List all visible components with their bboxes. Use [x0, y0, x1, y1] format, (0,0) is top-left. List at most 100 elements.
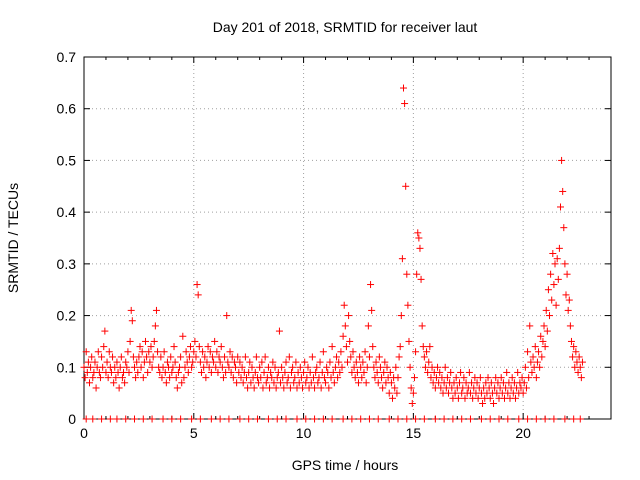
data-point [370, 363, 378, 371]
data-point [83, 368, 91, 376]
data-point [151, 322, 159, 330]
data-point [217, 343, 225, 351]
data-point [354, 379, 362, 387]
data-point [578, 358, 586, 366]
data-point [379, 384, 387, 392]
data-point [391, 384, 399, 392]
data-point [425, 358, 433, 366]
data-point [293, 415, 301, 423]
data-point [566, 322, 574, 330]
data-point [311, 415, 319, 423]
data-point [339, 415, 347, 423]
data-point [423, 348, 431, 356]
data-point [417, 275, 425, 283]
data-point [138, 348, 146, 356]
data-point [552, 301, 560, 309]
data-point [466, 415, 474, 423]
data-point [351, 374, 359, 382]
data-point [416, 244, 424, 252]
data-point [154, 348, 162, 356]
data-point [374, 415, 382, 423]
data-point [288, 368, 296, 376]
data-point [415, 234, 423, 242]
data-point [135, 353, 143, 361]
data-point [211, 337, 219, 345]
data-point [424, 368, 432, 376]
data-point [95, 368, 103, 376]
data-point [323, 363, 331, 371]
data-point [317, 384, 325, 392]
data-point [196, 358, 204, 366]
data-point [170, 343, 178, 351]
data-point [127, 306, 135, 314]
data-point [264, 415, 272, 423]
data-point [301, 358, 309, 366]
data-point [546, 312, 554, 320]
data-point [393, 389, 401, 397]
data-point [392, 363, 400, 371]
data-point [236, 415, 244, 423]
data-point [197, 368, 205, 376]
data-point [337, 348, 345, 356]
data-point [181, 363, 189, 371]
data-point [440, 415, 448, 423]
data-point [333, 353, 341, 361]
data-point [314, 379, 322, 387]
data-point [144, 368, 152, 376]
data-point [412, 415, 420, 423]
data-point [302, 415, 310, 423]
data-point [560, 224, 568, 232]
data-point [521, 363, 529, 371]
data-point [558, 156, 566, 164]
data-point [539, 337, 547, 345]
data-point [269, 358, 277, 366]
data-point [291, 374, 299, 382]
data-point [191, 337, 199, 345]
data-point [143, 353, 151, 361]
data-point [94, 348, 102, 356]
data-point [576, 363, 584, 371]
data-point [358, 374, 366, 382]
data-point [395, 353, 403, 361]
x-tick-label: 10 [296, 425, 312, 441]
data-point [172, 374, 180, 382]
data-point [148, 363, 156, 371]
data-point [451, 389, 459, 397]
data-point [569, 353, 577, 361]
data-point [117, 353, 125, 361]
data-point [398, 255, 406, 263]
data-point [371, 374, 379, 382]
data-point [139, 374, 147, 382]
data-point [327, 374, 335, 382]
data-point [275, 327, 283, 335]
data-point [484, 374, 492, 382]
data-point [271, 363, 279, 371]
data-point [258, 358, 266, 366]
data-point [479, 399, 487, 407]
data-point [195, 343, 203, 351]
data-point [531, 343, 539, 351]
data-point [403, 270, 411, 278]
gridlines [84, 57, 611, 419]
data-point [349, 348, 357, 356]
data-point [381, 358, 389, 366]
data-point [550, 281, 558, 289]
data-point [465, 368, 473, 376]
data-point [205, 363, 213, 371]
data-point [356, 353, 364, 361]
data-point [365, 353, 373, 361]
data-point [82, 348, 90, 356]
data-point [553, 255, 561, 263]
data-point [229, 374, 237, 382]
x-tick-label: 0 [80, 425, 88, 441]
data-point [273, 415, 281, 423]
data-point [336, 368, 344, 376]
data-point [105, 348, 113, 356]
data-point [193, 281, 201, 289]
data-point [206, 348, 214, 356]
data-points [80, 84, 586, 423]
data-point [194, 291, 202, 299]
data-point [274, 368, 282, 376]
data-point [160, 348, 168, 356]
